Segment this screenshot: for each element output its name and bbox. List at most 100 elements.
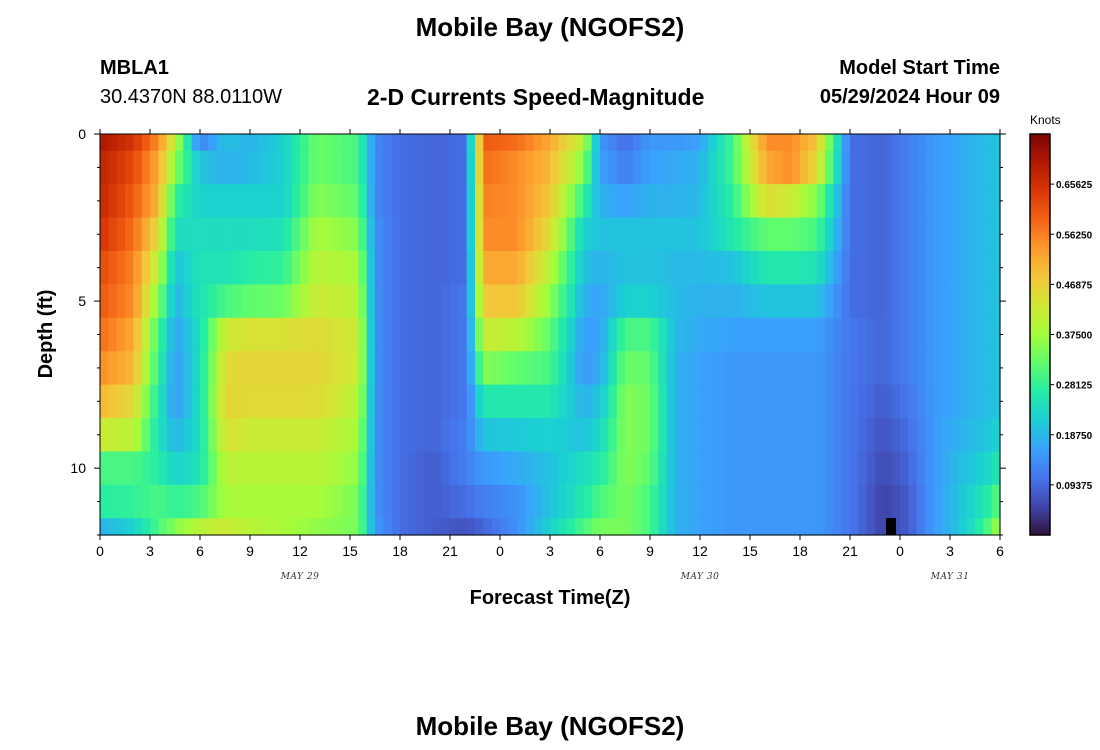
heatmap-cell	[708, 217, 718, 252]
model-start-time: 05/29/2024 Hour 09	[819, 86, 1000, 108]
heatmap-cell	[325, 317, 334, 352]
heatmap-cell	[333, 284, 343, 319]
heatmap-cell	[275, 284, 284, 319]
heatmap-cell	[683, 217, 693, 252]
heatmap-cell	[408, 184, 418, 219]
heatmap-cell	[483, 384, 493, 419]
heatmap-cell	[650, 317, 659, 352]
heatmap-cell	[991, 518, 1001, 536]
heatmap-cell	[816, 150, 826, 185]
heatmap-cell	[833, 217, 843, 252]
heatmap-cell	[275, 250, 284, 285]
heatmap-cell	[933, 184, 943, 219]
heatmap-cell	[266, 217, 276, 252]
heatmap-cell	[875, 351, 884, 386]
heatmap-cell	[516, 134, 526, 152]
heatmap-cell	[458, 184, 468, 219]
heatmap-cell	[333, 150, 343, 185]
heatmap-cell	[650, 134, 659, 152]
heatmap-cell	[883, 250, 893, 285]
heatmap-cell	[858, 418, 868, 453]
heatmap-cell	[866, 134, 876, 152]
heatmap-cell	[783, 134, 793, 152]
heatmap-cell	[591, 451, 601, 486]
heatmap-cell	[791, 284, 801, 319]
heatmap-cell	[850, 284, 859, 319]
heatmap-cell	[458, 150, 468, 185]
heatmap-cell	[241, 217, 251, 252]
heatmap-cell	[150, 150, 159, 185]
heatmap-cell	[833, 384, 843, 419]
heatmap-cell	[841, 250, 851, 285]
heatmap-cell	[783, 184, 793, 219]
heatmap-cell	[916, 384, 926, 419]
heatmap-cell	[183, 284, 193, 319]
heatmap-cell	[766, 484, 776, 519]
heatmap-cell	[558, 384, 568, 419]
heatmap-cell	[600, 418, 609, 453]
heatmap-cell	[708, 184, 718, 219]
heatmap-cell	[300, 418, 309, 453]
heatmap-cell	[141, 217, 151, 252]
heatmap-cell	[891, 518, 901, 536]
heatmap-cell	[425, 484, 434, 519]
heatmap-cell	[475, 134, 484, 152]
colorbar-tick-label: 0.09375	[1056, 481, 1093, 492]
heatmap-cell	[833, 284, 843, 319]
heatmap-cell	[516, 317, 526, 352]
heatmap-cell	[383, 317, 393, 352]
heatmap-cell	[116, 184, 126, 219]
heatmap-cell	[775, 484, 784, 519]
heatmap-cell	[966, 484, 976, 519]
heatmap-cell	[308, 217, 318, 252]
heatmap-cell	[841, 418, 851, 453]
heatmap-cell	[708, 317, 718, 352]
heatmap-cell	[866, 451, 876, 486]
heatmap-cell	[375, 250, 384, 285]
heatmap-cell	[175, 451, 184, 486]
heatmap-cell	[216, 518, 226, 536]
heatmap-cell	[866, 384, 876, 419]
heatmap-cell	[350, 418, 359, 453]
heatmap-cell	[366, 317, 376, 352]
heatmap-cell	[166, 250, 176, 285]
heatmap-cell	[608, 134, 618, 152]
heatmap-cell	[383, 518, 393, 536]
heatmap-cell	[283, 217, 293, 252]
heatmap-cell	[758, 134, 768, 152]
x-tick-label: 9	[246, 543, 254, 559]
heatmap-cell	[416, 217, 426, 252]
heatmap-cell	[841, 184, 851, 219]
heatmap-cell	[400, 484, 409, 519]
heatmap-cell	[858, 184, 868, 219]
heatmap-cell	[941, 384, 951, 419]
heatmap-cell	[350, 484, 359, 519]
heatmap-cell	[908, 484, 918, 519]
heatmap-cell	[533, 317, 543, 352]
heatmap-cell	[475, 284, 484, 319]
heatmap-cell	[700, 250, 709, 285]
heatmap-cell	[841, 134, 851, 152]
heatmap-cell	[316, 134, 326, 152]
heatmap-cell	[108, 518, 118, 536]
heatmap-cell	[633, 518, 643, 536]
heatmap-cell	[533, 451, 543, 486]
heatmap-cell	[791, 451, 801, 486]
heatmap-cell	[566, 518, 576, 536]
heatmap-cell	[416, 418, 426, 453]
heatmap-cell	[691, 284, 701, 319]
heatmap-cell	[958, 451, 968, 486]
heatmap-cell	[283, 518, 293, 536]
x-tick-label: 15	[342, 543, 358, 559]
heatmap-cell	[491, 184, 501, 219]
heatmap-cell	[300, 150, 309, 185]
heatmap-cell	[650, 150, 659, 185]
heatmap-cell	[533, 134, 543, 152]
heatmap-cell	[600, 284, 609, 319]
heatmap-cell	[100, 284, 109, 319]
heatmap-cell	[200, 317, 209, 352]
heatmap-cell	[941, 484, 951, 519]
heatmap-cell	[566, 150, 576, 185]
heatmap-cell	[758, 418, 768, 453]
heatmap-cell	[175, 184, 184, 219]
